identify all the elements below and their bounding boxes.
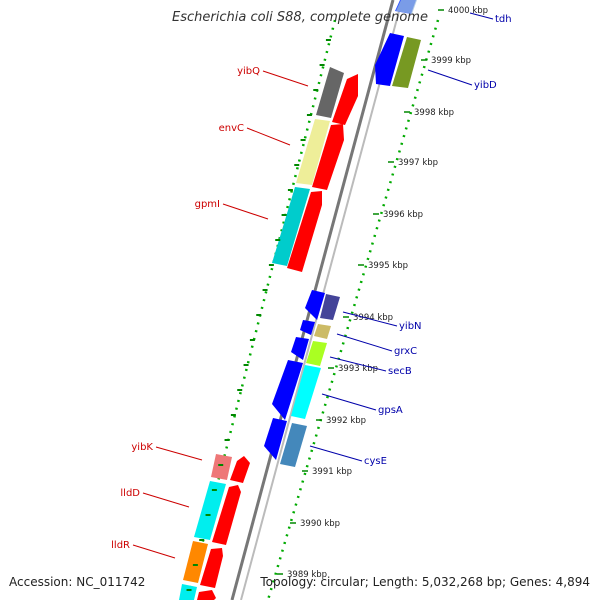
tick-label: 3992 kbp	[326, 416, 366, 426]
tick-label: 3997 kbp	[398, 158, 438, 168]
gene-label-lldR: lldR	[111, 540, 130, 551]
gene-arrow-envC	[312, 124, 344, 190]
gene-label-secB: secB	[388, 366, 412, 377]
gene-label-yibN: yibN	[399, 321, 422, 332]
gene-label-tdh: tdh	[495, 14, 512, 25]
tick-label: 3995 kbp	[368, 261, 408, 271]
gene-block-secB	[306, 341, 327, 366]
leader-line	[309, 445, 363, 462]
tick-label: 3990 kbp	[300, 519, 340, 529]
genome-summary-text: Topology: circular; Length: 5,032,268 bp…	[260, 575, 590, 589]
gene-arrow-yibD	[375, 33, 404, 86]
forward-strand-genes	[197, 74, 358, 600]
gene-block-lldD	[194, 481, 226, 540]
tick-label: 4000 kbp	[448, 6, 488, 16]
gene-labels-left: yibQ envC gpmI yibK lldD lldR	[111, 66, 309, 559]
gene-label-gpsA: gpsA	[378, 405, 403, 416]
gene-block-envC	[296, 119, 330, 185]
gene-arrow-waaA	[300, 320, 315, 335]
gene-arrow-lldD	[212, 485, 241, 545]
gene-label-gpmI: gpmI	[195, 199, 220, 210]
gene-label-grxC: grxC	[394, 346, 417, 357]
leader-line	[155, 446, 203, 461]
gene-arrow-lldR	[200, 548, 223, 588]
reverse-strand-genes	[179, 67, 344, 600]
gene-label-cysE: cysE	[364, 456, 387, 467]
gene-block-lldP	[179, 584, 197, 600]
gene-arrow-yibK	[230, 456, 250, 483]
accession-text: Accession: NC_011742	[9, 575, 146, 589]
gene-block-yibD	[392, 37, 421, 88]
leader-line	[246, 127, 291, 146]
tick-label: 3999 kbp	[431, 56, 471, 66]
gene-label-envC: envC	[219, 123, 244, 134]
gene-arrow-lldP	[197, 590, 216, 600]
gene-block-cysE	[280, 423, 307, 467]
tick-label: 3991 kbp	[312, 467, 352, 477]
gene-block-yibK	[211, 454, 232, 480]
tick-label: 3993 kbp	[338, 364, 378, 374]
tick-label: 3989 kbp	[287, 570, 327, 580]
gene-label-yibK: yibK	[131, 442, 153, 453]
gene-arrow-yibN	[305, 290, 325, 320]
gene-block-yibQ	[316, 67, 344, 118]
gene-block-yibN	[320, 294, 340, 320]
tick-label: 3998 kbp	[414, 108, 454, 118]
leader-line	[222, 203, 269, 220]
gene-arrow-grxC	[291, 337, 309, 360]
gene-labels-right: tdh yibD yibN grxC secB gpsA cysE	[309, 12, 512, 467]
gene-arrow-yibQ	[332, 74, 358, 125]
gene-arrow-cysE	[264, 418, 287, 460]
gene-block-lldR	[183, 541, 208, 583]
gene-block-grxC	[314, 324, 331, 339]
gene-arrow-gpmI	[287, 191, 322, 272]
leader-line	[262, 70, 309, 87]
gene-label-yibD: yibD	[474, 80, 497, 91]
gene-arrow-gpsA	[272, 360, 303, 420]
leader-line	[427, 69, 473, 86]
leader-line	[336, 333, 393, 352]
gene-label-yibQ: yibQ	[237, 66, 260, 77]
leader-line	[132, 544, 176, 559]
leader-line	[469, 12, 494, 20]
leader-line	[142, 492, 190, 508]
leader-line	[329, 356, 387, 372]
gene-block-tdh	[396, 0, 417, 14]
right-strand-genes	[264, 0, 421, 467]
leader-line	[321, 393, 377, 411]
tick-labels: 4000 kbp 3999 kbp 3998 kbp 3997 kbp 3996 kbp…	[287, 6, 488, 580]
tick-label: 3996 kbp	[383, 210, 423, 220]
tick-marks	[186, 9, 444, 591]
gene-label-lldD: lldD	[120, 488, 140, 499]
gene-block-gpmI	[272, 187, 310, 266]
leader-line	[342, 311, 398, 327]
map-title: Escherichia coli S88, complete genome	[0, 10, 600, 25]
tick-label: 3994 kbp	[353, 313, 393, 323]
gene-block-gpsA	[291, 365, 321, 419]
organism-name: Escherichia coli S88	[172, 10, 302, 25]
title-suffix: , complete genome	[301, 10, 428, 25]
